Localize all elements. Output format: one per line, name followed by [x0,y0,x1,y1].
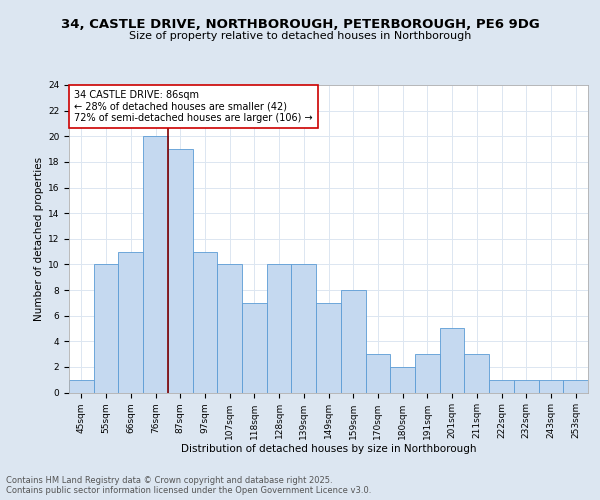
Bar [168,149,193,392]
Text: Size of property relative to detached houses in Northborough: Size of property relative to detached ho… [129,31,471,41]
Bar [390,367,415,392]
Bar [464,354,489,393]
Bar [341,290,365,392]
Text: 34, CASTLE DRIVE, NORTHBOROUGH, PETERBOROUGH, PE6 9DG: 34, CASTLE DRIVE, NORTHBOROUGH, PETERBOR… [61,18,539,30]
Text: Contains HM Land Registry data © Crown copyright and database right 2025.
Contai: Contains HM Land Registry data © Crown c… [6,476,371,495]
Bar [316,303,341,392]
Bar [563,380,588,392]
Bar [118,252,143,392]
Bar [440,328,464,392]
Bar [217,264,242,392]
Bar [292,264,316,392]
Bar [242,303,267,392]
Text: 34 CASTLE DRIVE: 86sqm
← 28% of detached houses are smaller (42)
72% of semi-det: 34 CASTLE DRIVE: 86sqm ← 28% of detached… [74,90,313,123]
Bar [365,354,390,393]
Bar [193,252,217,392]
Y-axis label: Number of detached properties: Number of detached properties [34,156,44,321]
Bar [489,380,514,392]
Bar [514,380,539,392]
Bar [267,264,292,392]
Bar [94,264,118,392]
Bar [415,354,440,393]
X-axis label: Distribution of detached houses by size in Northborough: Distribution of detached houses by size … [181,444,476,454]
Bar [143,136,168,392]
Bar [539,380,563,392]
Bar [69,380,94,392]
